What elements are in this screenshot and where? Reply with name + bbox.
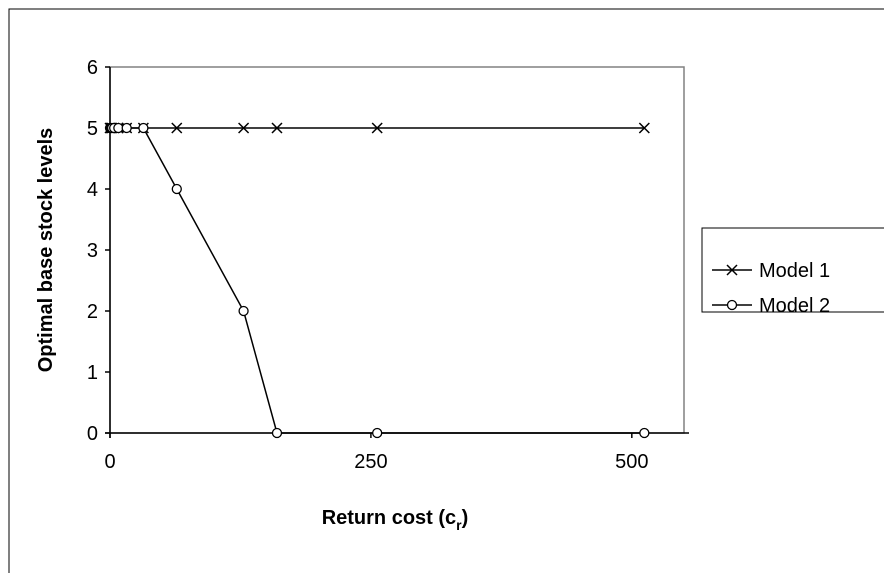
legend-label: Model 1 [759, 260, 830, 282]
y-axis-label: Optimal base stock levels [35, 128, 57, 373]
x-tick-label: 250 [354, 451, 387, 473]
y-tick-label: 6 [87, 57, 98, 79]
data-point [371, 122, 383, 134]
y-tick-label: 2 [87, 301, 98, 323]
data-point [121, 122, 132, 134]
x-tick-label: 0 [104, 451, 115, 473]
y-tick-label: 3 [87, 240, 98, 262]
data-point [238, 122, 250, 134]
data-point [171, 122, 183, 134]
data-point [372, 427, 383, 439]
plot-area [109, 66, 685, 434]
data-point [238, 305, 249, 317]
series-2 [104, 122, 650, 439]
x-tick-label: 500 [615, 451, 648, 473]
x-axis-label-main: Return cost (c [322, 507, 456, 529]
y-tick-label: 5 [87, 118, 98, 140]
x-axis-label-subscript: r [456, 517, 462, 533]
y-tick-label: 4 [87, 179, 98, 201]
legend-label: Model 2 [759, 295, 830, 317]
y-tick-label: 1 [87, 362, 98, 384]
legend-marker [726, 299, 738, 311]
legend-item: Model 1 [712, 260, 830, 282]
data-point [171, 183, 182, 195]
y-tick-label: 0 [87, 423, 98, 445]
x-axis-label: Return cost (cr) [322, 507, 469, 533]
data-point [271, 122, 283, 134]
series-layer [104, 122, 650, 439]
data-point [138, 122, 149, 134]
data-point [638, 122, 650, 134]
x-axis-label-close: ) [462, 507, 469, 529]
legend: Model 1 Model 2 [701, 227, 884, 317]
data-point [271, 427, 283, 439]
legend-item: Model 2 [712, 295, 830, 317]
legend-marker [726, 264, 738, 276]
data-point [113, 122, 124, 134]
data-point [639, 427, 650, 439]
